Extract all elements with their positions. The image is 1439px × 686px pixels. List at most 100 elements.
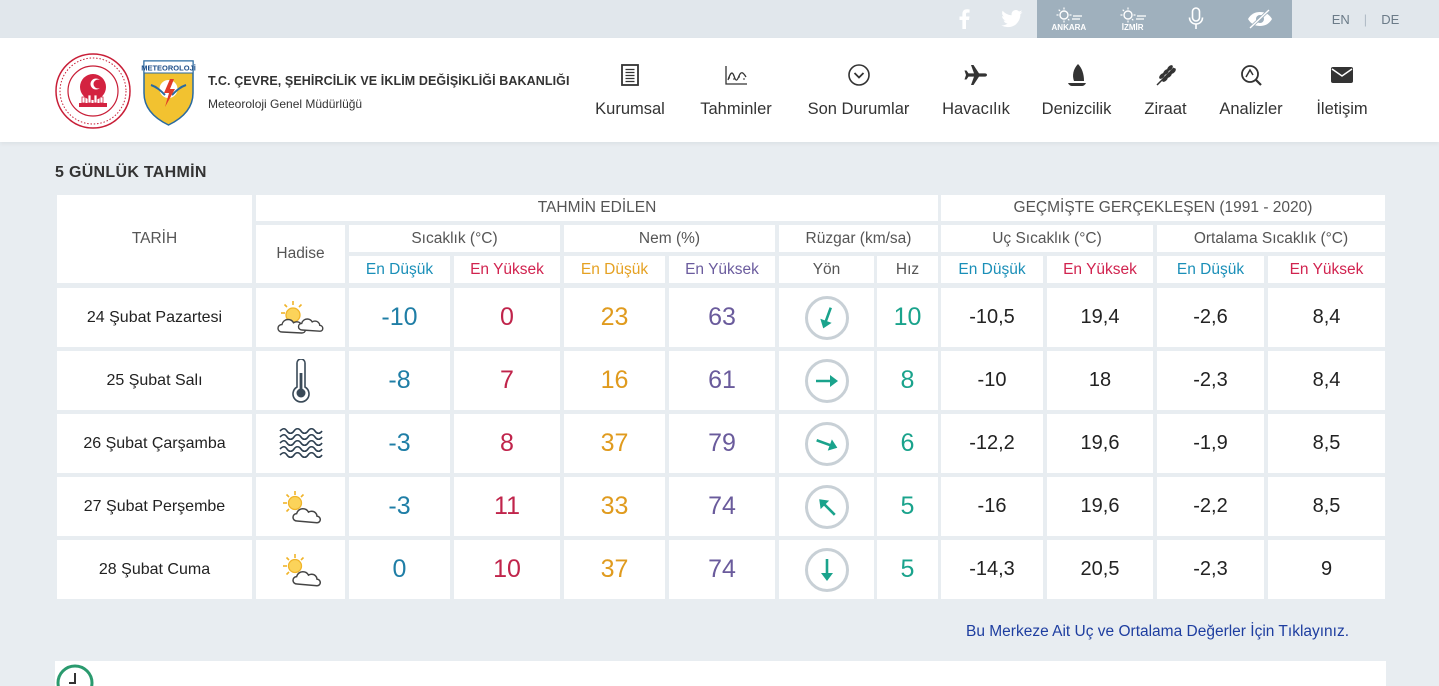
wind-speed-header: Hız: [877, 256, 938, 283]
meteoroloji-logo-text: METEOROLOJİ: [141, 64, 196, 73]
ankara-weather-icon: [1056, 7, 1082, 22]
temp-high: 11: [454, 477, 560, 536]
wind-arrow-icon: [804, 421, 849, 466]
extreme-high: 18: [1047, 351, 1153, 410]
temp-low: 0: [349, 540, 450, 599]
site-header: METEOROLOJİ T.C. ÇEVRE, ŞEHİRCİLİK VE İK…: [0, 38, 1439, 142]
wind-speed: 8: [877, 351, 938, 410]
sailboat-icon: [1066, 60, 1088, 90]
quick-izmir[interactable]: İZMİR: [1101, 0, 1165, 38]
wind-speed: 5: [877, 540, 938, 599]
row-date: 26 Şubat Çarşamba: [57, 414, 252, 473]
average-low: -2,3: [1157, 540, 1264, 599]
average-low: -1,9: [1157, 414, 1264, 473]
wind-direction: [779, 540, 874, 599]
quick-ankara-label: ANKARA: [1051, 22, 1087, 32]
temp-low: -3: [349, 477, 450, 536]
average-low: -2,6: [1157, 288, 1264, 347]
temp-high: 0: [454, 288, 560, 347]
extreme-low: -16: [941, 477, 1043, 536]
nav-denizcilik[interactable]: Denizcilik: [1041, 60, 1112, 119]
twitter-icon[interactable]: [988, 0, 1036, 38]
extreme-high-header: En Yüksek: [1047, 256, 1153, 283]
wind-arrow-icon: [804, 295, 849, 340]
nav-son-durumlar-label: Son Durumlar: [807, 100, 910, 118]
wind-dir-header: Yön: [779, 256, 874, 283]
wind-speed: 6: [877, 414, 938, 473]
nav-analizler[interactable]: Analizler: [1219, 60, 1283, 119]
quick-voice[interactable]: [1165, 0, 1229, 38]
humidity-header: Nem (%): [564, 225, 775, 252]
nav-son-durumlar[interactable]: Son Durumlar: [806, 60, 911, 119]
nav-denizcilik-label: Denizcilik: [1041, 100, 1112, 118]
wind-direction: [779, 288, 874, 347]
airplane-icon: [964, 60, 988, 90]
chevron-circle-icon: [847, 60, 871, 90]
lang-de-link[interactable]: DE: [1381, 11, 1400, 27]
nav-havacilik[interactable]: Havacılık: [942, 60, 1010, 119]
forecast-section-title: 5 GÜNLÜK TAHMİN: [55, 164, 207, 181]
ministry-seal-logo[interactable]: [55, 53, 131, 129]
nav-kurumsal[interactable]: Kurumsal: [594, 60, 666, 119]
nav-ziraat-label: Ziraat: [1144, 100, 1187, 118]
quick-izmir-label: İZMİR: [1121, 22, 1144, 32]
extreme-low: -10,5: [941, 288, 1043, 347]
quick-low-vision[interactable]: [1228, 0, 1292, 38]
lang-en-link[interactable]: EN: [1331, 11, 1350, 27]
row-date: 27 Şubat Perşembe: [57, 477, 252, 536]
humidity-low: 23: [564, 288, 665, 347]
nav-ziraat[interactable]: Ziraat: [1143, 60, 1188, 119]
lang-separator: |: [1363, 11, 1368, 27]
wind-speed: 10: [877, 288, 938, 347]
ministry-name: T.C. ÇEVRE, ŞEHİRCİLİK VE İKLİM DEĞİŞİKL…: [208, 74, 570, 88]
col-hadise-header: Hadise: [256, 225, 345, 283]
nav-tahminler[interactable]: Tahminler: [697, 60, 775, 119]
humidity-high: 79: [669, 414, 775, 473]
extreme-high: 19,4: [1047, 288, 1153, 347]
humidity-low: 37: [564, 540, 665, 599]
humidity-high: 63: [669, 288, 775, 347]
extreme-low: -10: [941, 351, 1043, 410]
extreme-low: -14,3: [941, 540, 1043, 599]
meteoroloji-logo[interactable]: METEOROLOJİ: [141, 55, 196, 127]
humidity-low: 33: [564, 477, 665, 536]
clock-icon: [56, 664, 94, 686]
wind-direction: [779, 477, 874, 536]
partly-cloudy-icon: [282, 490, 321, 523]
weather-cell: [256, 477, 345, 536]
humidity-high: 74: [669, 540, 775, 599]
analysis-icon: [1239, 60, 1263, 90]
extreme-low-header: En Düşük: [941, 256, 1043, 283]
quick-ankara[interactable]: ANKARA: [1037, 0, 1101, 38]
weather-cell: [256, 540, 345, 599]
next-panel: [55, 661, 1386, 686]
social-links: [940, 0, 1036, 38]
humidity-high: 61: [669, 351, 775, 410]
temp-low: -8: [349, 351, 450, 410]
temp-low: -3: [349, 414, 450, 473]
humidity-low: 16: [564, 351, 665, 410]
humidity-low: 37: [564, 414, 665, 473]
extreme-high: 19,6: [1047, 414, 1153, 473]
temp-low-header: En Düşük: [349, 256, 450, 283]
partly-cloudy-icon: [276, 300, 324, 334]
temp-high: 7: [454, 351, 560, 410]
weather-cell: [256, 288, 345, 347]
average-high: 9: [1268, 540, 1385, 599]
humidity-high-header: En Yüksek: [669, 256, 775, 283]
nav-iletisim[interactable]: İletişim: [1314, 60, 1370, 119]
izmir-weather-icon: [1120, 7, 1146, 22]
row-date: 25 Şubat Salı: [57, 351, 252, 410]
organization-title: T.C. ÇEVRE, ŞEHİRCİLİK VE İKLİM DEĞİŞİKL…: [208, 74, 570, 111]
wheat-icon: [1155, 60, 1177, 90]
facebook-icon[interactable]: [940, 0, 988, 38]
chart-icon: [724, 60, 748, 90]
nav-kurumsal-label: Kurumsal: [595, 100, 665, 118]
average-low-header: En Düşük: [1157, 256, 1264, 283]
average-low: -2,3: [1157, 351, 1264, 410]
average-high: 8,5: [1268, 414, 1385, 473]
extreme-average-values-link[interactable]: Bu Merkeze Ait Uç ve Ortalama Değerler İ…: [966, 623, 1350, 640]
low-vision-icon: [1248, 9, 1273, 29]
extreme-low: -12,2: [941, 414, 1043, 473]
nav-havacilik-label: Havacılık: [942, 100, 1010, 118]
